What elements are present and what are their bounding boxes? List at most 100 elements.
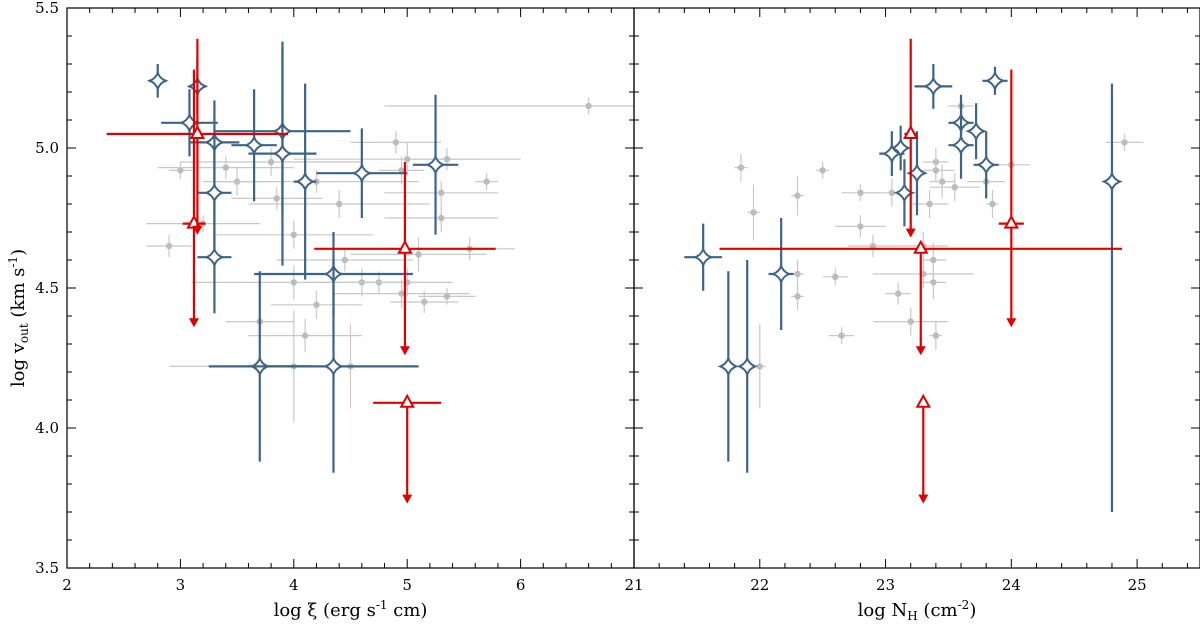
series-detections — [684, 64, 1123, 512]
star-marker — [351, 162, 373, 185]
data-point — [717, 271, 740, 462]
right-panel: 21 22 23 24 25 log NH​ (cm-2​) — [624, 7, 1200, 623]
data-point — [929, 321, 943, 350]
point-marker — [301, 332, 309, 339]
point-marker — [421, 298, 428, 306]
point-marker — [222, 164, 229, 171]
plot-area — [684, 38, 1144, 512]
star-marker — [203, 181, 226, 204]
triangle-marker — [397, 239, 413, 254]
point-marker — [888, 189, 896, 196]
point-marker — [273, 195, 280, 202]
point-marker — [894, 290, 902, 297]
x-axis-label: log ξ (erg s-1​ cm) — [274, 598, 428, 621]
data-point — [390, 290, 459, 314]
data-point — [872, 260, 974, 288]
point-marker — [398, 290, 405, 297]
point-marker — [483, 178, 490, 185]
data-point — [948, 111, 974, 179]
star-marker — [984, 69, 1006, 92]
data-point — [885, 282, 911, 305]
arrow-head — [192, 225, 203, 235]
data-point — [903, 38, 919, 238]
x-tick-label: 23 — [876, 576, 895, 594]
point-marker — [290, 279, 297, 286]
point-marker — [756, 363, 763, 370]
data-point — [373, 393, 442, 504]
data-point — [847, 234, 899, 258]
triangle-marker — [915, 393, 931, 408]
data-point — [146, 234, 192, 258]
point-marker — [926, 200, 933, 208]
point-marker — [838, 332, 845, 339]
x-tick-label: 4 — [289, 576, 299, 594]
data-point — [791, 176, 804, 216]
arrow-head — [402, 494, 413, 504]
point-marker — [951, 184, 958, 191]
star-marker — [322, 355, 345, 378]
panel-frame — [633, 7, 1200, 569]
data-point — [293, 83, 317, 280]
point-marker — [341, 256, 349, 264]
x-tick-label: 2 — [62, 576, 72, 594]
point-marker — [794, 270, 801, 278]
point-marker — [794, 293, 801, 300]
data-point — [816, 162, 829, 179]
data-point — [791, 282, 804, 311]
series-literature-sample — [146, 97, 634, 423]
star-marker — [692, 246, 714, 269]
arrow-head — [189, 318, 200, 328]
data-point — [917, 159, 955, 182]
data-point — [350, 237, 487, 272]
data-point — [915, 393, 931, 504]
data-point — [1101, 83, 1123, 512]
point-marker — [930, 256, 937, 264]
star-marker — [950, 134, 972, 157]
data-point — [982, 66, 1008, 95]
data-point — [828, 327, 855, 344]
series-detections — [146, 41, 459, 473]
left-panel: 2 3 4 5 6 3.5 4.0 4.5 5.0 5.5 log ξ (erg s-1​ cm) — [35, 0, 635, 621]
data-point — [914, 64, 953, 109]
y-tick-label: 3.5 — [35, 559, 59, 577]
data-point — [350, 131, 442, 154]
data-point — [747, 184, 760, 241]
data-point — [293, 142, 521, 176]
point-marker — [290, 231, 297, 238]
point-marker — [443, 156, 451, 163]
data-point — [361, 268, 453, 297]
data-point — [248, 318, 362, 353]
star-marker — [424, 153, 447, 176]
data-point — [835, 215, 886, 238]
panel-frame — [66, 7, 635, 569]
y-tick-label: 4.0 — [35, 419, 59, 437]
plot-area — [106, 38, 634, 504]
point-marker — [794, 192, 801, 199]
point-marker — [932, 167, 940, 174]
triangle-marker — [189, 124, 206, 139]
star-marker — [922, 75, 945, 98]
data-point — [231, 187, 323, 210]
x-tick-label: 25 — [1128, 576, 1147, 594]
point-marker — [335, 200, 343, 208]
point-marker — [415, 251, 422, 258]
data-point — [998, 69, 1024, 328]
data-point — [180, 148, 362, 176]
data-point — [412, 94, 459, 235]
point-marker — [932, 332, 940, 339]
arrow-head — [399, 346, 410, 356]
point-marker — [907, 318, 914, 325]
data-point — [271, 290, 362, 319]
data-point — [973, 131, 999, 199]
y-axis-label: log vout​ (km s-1​) — [6, 249, 31, 387]
point-marker — [585, 102, 592, 110]
data-point — [316, 128, 408, 218]
y-tick-label: 5.5 — [35, 0, 59, 17]
data-point — [965, 103, 987, 160]
point-marker — [989, 200, 996, 208]
data-point — [169, 162, 192, 179]
data-point — [872, 307, 949, 336]
data-point — [768, 218, 794, 330]
point-marker — [438, 214, 445, 222]
